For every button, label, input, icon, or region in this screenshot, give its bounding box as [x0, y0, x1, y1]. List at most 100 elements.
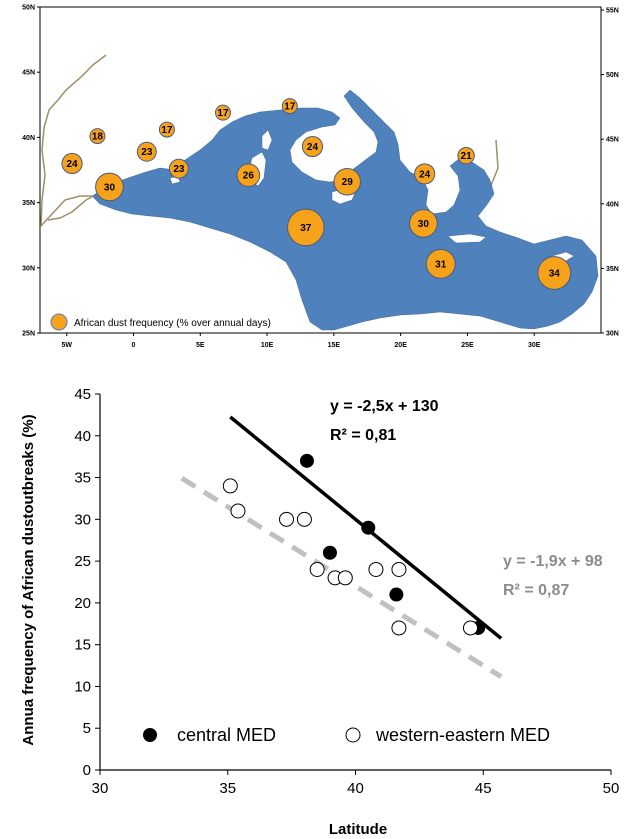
- y-tick-label: 10: [74, 678, 91, 695]
- dust-site-value: 24: [307, 142, 319, 153]
- map-left-tick-label: 35N: [22, 200, 35, 207]
- map-right-tick-label: 30N: [606, 331, 619, 338]
- dust-site-value: 24: [419, 169, 431, 180]
- map-left-tick-label: 50N: [22, 5, 35, 12]
- dust-site-marker: [301, 135, 324, 158]
- scatter-axes: 0 5 10 15 20 25 30 35 40 45 30 35 40 45 50: [74, 386, 619, 797]
- map-bottom-tick-label: 15E: [328, 342, 341, 349]
- western-eastern-med-point: [368, 561, 384, 577]
- dust-site-marker: [61, 152, 83, 175]
- map-left-tick-label: 30N: [22, 265, 35, 272]
- dust-site-marker: [287, 208, 325, 247]
- dust-site-marker: [333, 168, 361, 196]
- iberia-outline: [40, 54, 107, 229]
- western-eastern-med-point: [462, 620, 478, 636]
- map-right-tick-label: 40N: [606, 201, 619, 208]
- western-eastern-med-point: [296, 511, 312, 527]
- map-right-tick-label: 35N: [606, 266, 619, 273]
- trend-black-r2: R² = 0,81: [330, 427, 396, 444]
- dust-site-value: 30: [418, 219, 430, 230]
- dust-site-value: 23: [173, 164, 185, 175]
- dust-site-value: 30: [104, 182, 116, 193]
- x-axis-label: Latitude: [329, 821, 387, 838]
- trendlines: [180, 415, 503, 679]
- dust-site-value: 24: [66, 159, 78, 170]
- scatter-points: [222, 453, 486, 636]
- dust-site-value: 21: [461, 151, 473, 162]
- map-bottom-tick-label: 10E: [261, 342, 274, 349]
- western-eastern-med-point: [279, 511, 295, 527]
- dust-site-value: 23: [141, 147, 153, 158]
- map-bottom-tick-label: 30E: [528, 342, 541, 349]
- y-tick-label: 40: [74, 428, 91, 445]
- dust-site-marker: [236, 163, 261, 188]
- y-axis-label: Annua frequency of African dustoutbreaks…: [20, 414, 37, 745]
- dust-site-value: 34: [549, 269, 561, 280]
- trend-gray-r2: R² = 0,87: [503, 582, 569, 599]
- legend-western-eastern-symbol: [345, 727, 361, 743]
- corsica: [261, 129, 273, 151]
- dust-site-value: 31: [435, 259, 447, 270]
- dust-site-marker: [414, 163, 436, 185]
- dust-site-marker: [281, 98, 298, 115]
- dust-site-value: 17: [217, 108, 229, 119]
- dust-site-marker: [214, 104, 231, 121]
- y-tick-label: 20: [74, 595, 91, 612]
- map-sites: 24 18 30 23 17 23 17 26 17 37 24 29 24 30 21 31 34: [61, 98, 572, 290]
- dust-site-marker: [89, 128, 106, 145]
- dust-site-marker: [95, 172, 124, 202]
- legend-central-symbol: [143, 728, 157, 742]
- y-tick-label: 5: [83, 720, 91, 737]
- x-tick-label: 45: [475, 780, 492, 797]
- map-left-tick-label: 25N: [22, 331, 35, 338]
- map-right-tick-label: 55N: [606, 8, 619, 15]
- map-bottom-tick-label: 5W: [61, 342, 72, 349]
- central-med-point: [361, 520, 376, 535]
- dust-site-marker: [136, 141, 157, 162]
- map-bottom-tick-label: 5E: [196, 342, 205, 349]
- map-right-tick-label: 50N: [606, 72, 619, 79]
- map-left-tick-label: 45N: [22, 70, 35, 77]
- dust-site-marker: [168, 158, 189, 179]
- legend-central-label: central MED: [177, 725, 276, 745]
- central-med-point: [299, 453, 314, 468]
- scatter-panel: 0 5 10 15 20 25 30 35 40 45 30 35 40 45 50 y = -2,5x +…: [20, 386, 619, 838]
- trend-black-equation: y = -2,5x + 130: [330, 398, 439, 415]
- western-eastern-med-point: [391, 561, 407, 577]
- x-tick-label: 30: [92, 780, 109, 797]
- y-tick-label: 35: [74, 470, 91, 487]
- dust-site-marker: [537, 256, 572, 290]
- dust-site-value: 26: [243, 171, 255, 182]
- western-eastern-med-point: [222, 478, 238, 494]
- central-med-point: [389, 587, 404, 602]
- map-ticks: 50N 45N 40N 35N 30N 25N 55N 50N 45N 40N 35N 30N 5W 0 5…: [22, 5, 619, 350]
- map-legend-label: African dust frequency (% over annual da…: [74, 318, 271, 329]
- map-panel: 50N 45N 40N 35N 30N 25N 55N 50N 45N 40N 35N 30N 5W 0 5…: [22, 5, 619, 350]
- map-legend-symbol: [50, 313, 68, 331]
- map-left-tick-label: 40N: [22, 135, 35, 142]
- dust-site-value: 29: [342, 177, 354, 188]
- central-med-point: [322, 545, 337, 560]
- dust-site-value: 37: [300, 223, 312, 234]
- dust-site-value: 17: [161, 125, 173, 136]
- dust-site-value: 17: [284, 102, 296, 113]
- map-bottom-tick-label: 20E: [394, 342, 407, 349]
- western-eastern-med-point: [337, 570, 353, 586]
- y-tick-label: 45: [74, 386, 91, 403]
- y-tick-label: 30: [74, 511, 91, 528]
- y-tick-label: 15: [74, 637, 91, 654]
- x-tick-label: 35: [219, 780, 236, 797]
- dust-site-marker: [408, 209, 438, 238]
- dust-site-value: 18: [92, 132, 104, 143]
- x-tick-label: 40: [347, 780, 364, 797]
- x-tick-label: 50: [603, 780, 620, 797]
- y-tick-label: 25: [74, 553, 91, 570]
- western-eastern-med-point: [230, 503, 246, 519]
- trend-gray-equation: y = -1,9x + 98: [503, 553, 603, 570]
- map-bottom-tick-label: 0: [132, 342, 136, 349]
- dust-site-marker: [158, 121, 175, 138]
- map-right-tick-label: 45N: [606, 137, 619, 144]
- crete: [447, 233, 487, 244]
- map-bottom-tick-label: 25E: [461, 342, 474, 349]
